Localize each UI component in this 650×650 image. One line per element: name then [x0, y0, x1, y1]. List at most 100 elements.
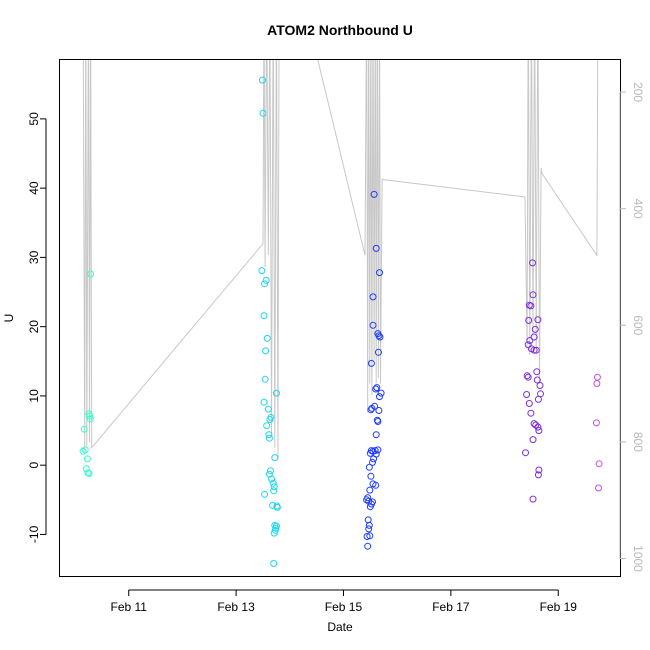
data-point: [262, 347, 270, 355]
x-tick-label: Feb 11: [110, 600, 147, 614]
data-point: [372, 244, 380, 252]
y-tick-label: 40: [27, 181, 41, 195]
data-point: [369, 321, 377, 329]
data-point: [80, 425, 88, 433]
data-point: [530, 420, 538, 428]
x-tick-label: Feb 15: [325, 600, 363, 614]
depth-profile-line: [82, 60, 599, 460]
data-point: [373, 384, 381, 392]
data-point: [530, 346, 538, 354]
x-tick-label: Feb 13: [217, 600, 255, 614]
data-point: [532, 346, 540, 354]
data-point: [524, 373, 532, 381]
y-tick-label: 10: [27, 389, 41, 403]
data-point: [527, 409, 535, 417]
data-point: [86, 415, 94, 423]
data-point: [522, 449, 529, 457]
data-point: [371, 447, 379, 455]
data-point: [368, 404, 376, 412]
x-tick-label: Feb 17: [432, 600, 470, 614]
x-axis: Feb 11 Feb 13 Feb 15 Feb 17 Feb 19: [110, 589, 578, 614]
data-point: [364, 516, 372, 524]
data-point: [530, 333, 538, 341]
data-point: [81, 446, 89, 454]
y2-tick-label: 800: [631, 432, 645, 452]
data-point: [593, 380, 601, 387]
data-point: [269, 479, 277, 487]
data-point: [260, 398, 268, 406]
data-point: [375, 332, 383, 340]
data-point: [259, 109, 267, 117]
data-point: [593, 373, 601, 381]
data-point: [366, 503, 374, 511]
data-point: [272, 524, 280, 532]
data-point: [263, 334, 271, 342]
data-point: [525, 400, 533, 407]
data-point: [367, 472, 375, 480]
data-point: [367, 406, 375, 414]
data-point: [525, 316, 533, 324]
y-axis: -10 0 10 20 30 40 50: [27, 112, 47, 543]
right-depth-axis: 200 400 600 800 1000: [619, 82, 645, 572]
data-point: [262, 276, 270, 284]
data-point: [364, 542, 372, 550]
data-point: [532, 421, 540, 429]
data-point: [365, 463, 373, 471]
data-point: [267, 413, 275, 421]
x-tick-label: Feb 19: [540, 600, 578, 614]
data-point: [526, 337, 534, 344]
data-point: [265, 434, 273, 442]
data-point: [369, 293, 377, 301]
data-point: [535, 466, 543, 474]
data-point: [270, 483, 278, 491]
data-point: [527, 302, 535, 310]
data-point: [372, 481, 380, 489]
data-point: [533, 368, 541, 376]
data-point: [86, 412, 93, 420]
data-point: [367, 359, 375, 367]
data-point: [595, 484, 602, 492]
data-point: [365, 521, 373, 529]
data-point: [366, 486, 374, 494]
data-point: [534, 316, 542, 324]
data-point: [258, 267, 266, 275]
data-point: [365, 525, 373, 533]
data-point: [529, 259, 536, 267]
data-point: [366, 532, 374, 540]
y-tick-label: -10: [27, 525, 41, 543]
data-point: [534, 471, 542, 479]
data-point: [258, 76, 266, 84]
y-tick-label: 30: [27, 250, 41, 264]
data-point: [595, 460, 603, 468]
data-point: [273, 503, 281, 511]
data-point: [263, 422, 271, 430]
data-point: [374, 418, 382, 425]
y2-tick-label: 400: [631, 199, 645, 219]
x-axis-label: Date: [327, 620, 353, 634]
data-point: [533, 376, 541, 384]
data-point: [372, 431, 380, 439]
y-axis-label: U: [2, 314, 16, 323]
y2-tick-label: 200: [631, 82, 645, 102]
data-point: [261, 490, 269, 498]
data-point: [270, 487, 278, 495]
chart-title: ATOM2 Northbound U: [267, 22, 413, 38]
data-point: [523, 372, 531, 380]
data-point: [592, 419, 600, 427]
data-point: [376, 333, 384, 341]
y2-tick-label: 600: [631, 315, 645, 335]
data-point: [529, 495, 537, 503]
data-point: [374, 446, 382, 454]
data-point: [264, 405, 272, 413]
data-point: [369, 458, 376, 466]
data-point: [85, 470, 93, 477]
data-point: [523, 391, 531, 398]
data-point: [261, 375, 269, 383]
data-point: [261, 280, 269, 288]
y-tick-label: 50: [27, 112, 41, 126]
data-point: [374, 348, 382, 356]
data-point: [267, 467, 274, 475]
data-point: [536, 382, 544, 389]
data-point: [370, 190, 378, 198]
